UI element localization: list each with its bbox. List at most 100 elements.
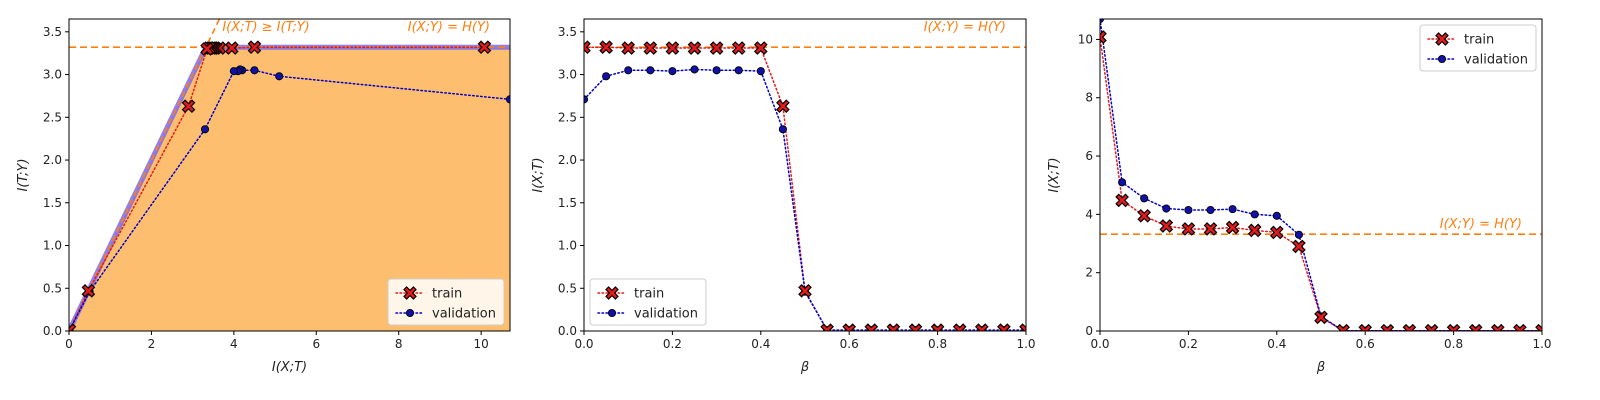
x-tick-label: 6 [312, 337, 320, 351]
legend-validation-marker [1437, 54, 1447, 64]
train-point [1225, 220, 1240, 235]
y-tick-label: 8 [1085, 91, 1093, 105]
panel-beta-vs-ixt-full: 0.0 0.2 0.4 0.6 0.8 1.0 0 2 4 6 8 10 β I(X;T) I(X;Y) =… [1047, 18, 1552, 375]
validation-point [1250, 210, 1259, 219]
y-tick-label: 4 [1085, 207, 1093, 221]
train-point [599, 40, 613, 55]
validation-point [1118, 178, 1127, 187]
train-point [643, 41, 658, 55]
train-point [1181, 222, 1196, 236]
train-point [864, 323, 879, 331]
train-point [81, 283, 96, 298]
train-point [247, 40, 262, 55]
x-tick-label: 0.6 [1356, 337, 1375, 351]
train-point [1336, 323, 1350, 331]
train-point [181, 99, 196, 114]
train-point [1402, 323, 1417, 331]
x-tick-label: 1.0 [1532, 337, 1551, 351]
x-tick-label: 0.8 [928, 337, 947, 351]
validation-point [690, 65, 699, 74]
y-axis-label: I(T;Y) [16, 158, 31, 191]
validation-point [756, 67, 765, 76]
y-tick-label: 2.0 [43, 153, 62, 167]
train-point [886, 323, 901, 331]
x-tick-label: 0.0 [1090, 337, 1109, 351]
train-point [842, 323, 857, 331]
panel-beta-vs-ixt-zoom: 0.0 0.2 0.4 0.6 0.8 1.0 0.0 0.5 1.0 1.5 2.0 2.5 3.0 3… [531, 18, 1036, 375]
axes-frame [68, 18, 511, 332]
x-tick-label: 1.0 [1016, 337, 1035, 351]
train-point [798, 283, 812, 298]
y-axis-label: I(X;T) [531, 157, 546, 192]
train-point [1247, 223, 1262, 238]
train-point [1490, 323, 1505, 331]
validation-point [1162, 204, 1171, 213]
x-tick-label: 10 [474, 337, 489, 351]
validation-point [229, 67, 238, 76]
bound-line [69, 19, 221, 331]
y-tick-label: 0.0 [558, 324, 577, 338]
y-tick-label: 1.0 [558, 239, 577, 253]
train-point [687, 41, 702, 55]
train-point [1535, 323, 1542, 331]
validation-point [602, 72, 611, 81]
axes-frame [1099, 18, 1543, 332]
train-point [1159, 219, 1174, 233]
x-tick-label: 0.6 [840, 337, 859, 351]
train-point [665, 41, 680, 55]
legend-label-validation: validation [1464, 53, 1528, 68]
y-tick-label: 3.0 [43, 68, 62, 82]
train-markers [1100, 30, 1542, 331]
y-tick-label: 0.5 [558, 281, 577, 295]
y-axis-label: I(X;T) [1047, 157, 1062, 192]
series-train [1100, 36, 1542, 331]
train-point [477, 40, 492, 55]
train-point [1380, 323, 1395, 331]
legend: train validation [387, 278, 505, 326]
legend-label-train: train [432, 287, 462, 302]
legend-validation-marker [607, 308, 617, 318]
train-point [974, 323, 989, 331]
bound-annotation: I(X;T) ≥ I(T;Y) [222, 20, 309, 35]
validation-point [778, 125, 787, 134]
validation-point [1294, 230, 1303, 239]
train-point [1468, 323, 1483, 331]
x-tick-label: 0.4 [751, 337, 770, 351]
panel-info-plane: 0 2 4 6 8 10 0.0 0.5 1.0 1.5 2.0 2.5 3.0 3.5 I(X;T) I(T… [16, 18, 511, 375]
validation-point [1206, 205, 1215, 215]
train-point [997, 323, 1011, 331]
y-tick-label: 0 [1085, 324, 1093, 338]
x-axis-label: I(X;T) [272, 360, 307, 375]
y-tick-label: 0.5 [43, 281, 62, 295]
feasible-region [69, 47, 510, 331]
validation-point [1228, 205, 1237, 214]
train-point [930, 323, 945, 331]
legend-label-train: train [634, 287, 664, 302]
y-tick-label: 1.5 [43, 196, 62, 210]
x-tick-label: 8 [395, 337, 403, 351]
train-point [1513, 323, 1527, 331]
legend-item-train: train [395, 286, 462, 302]
train-point [1115, 193, 1129, 208]
train-point [1446, 323, 1461, 331]
validation-point [734, 66, 743, 75]
train-point [1137, 208, 1152, 223]
legend-label-validation: validation [634, 307, 698, 322]
legend-label-validation: validation [432, 307, 496, 322]
plot-area [69, 19, 510, 331]
legend-item-train: train [1427, 32, 1494, 48]
x-tick-label: 0.0 [574, 337, 593, 351]
legend-validation-marker [405, 308, 415, 318]
validation-point [668, 67, 677, 76]
x-tick-label: 0.2 [663, 337, 682, 351]
y-tick-label: 2.5 [558, 110, 577, 124]
y-tick-label: 1.0 [43, 239, 62, 253]
train-markers [584, 40, 1026, 331]
validation-point [646, 66, 655, 75]
validation-point [1272, 211, 1281, 220]
validation-point [275, 72, 284, 81]
y-tick-label: 2.0 [558, 153, 577, 167]
train-point [731, 41, 746, 55]
validation-point [1140, 194, 1149, 203]
